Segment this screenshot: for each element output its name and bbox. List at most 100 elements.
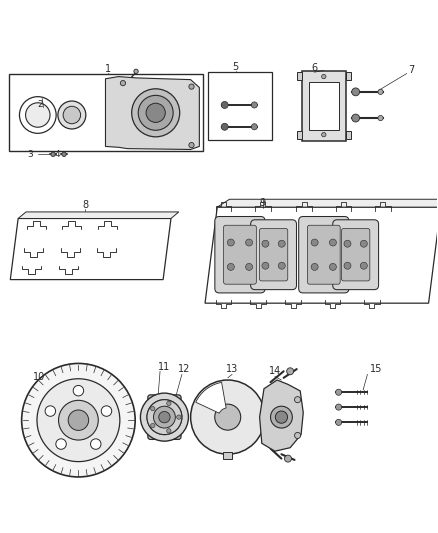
Circle shape [73,385,84,396]
Circle shape [151,423,155,428]
Circle shape [311,263,318,270]
Text: 6: 6 [311,63,317,73]
Bar [9,75,203,151]
Bar [208,72,272,140]
Circle shape [321,133,326,137]
Text: 8: 8 [82,200,88,211]
FancyBboxPatch shape [223,225,256,284]
FancyBboxPatch shape [148,395,181,439]
Circle shape [246,263,253,270]
Circle shape [246,239,253,246]
Circle shape [378,89,383,94]
Circle shape [147,400,182,434]
Text: 12: 12 [178,364,190,374]
Polygon shape [260,380,303,451]
Text: 15: 15 [370,364,382,374]
Bar [297,72,302,80]
Circle shape [311,239,318,246]
Circle shape [262,240,269,247]
Circle shape [191,380,265,454]
Polygon shape [106,77,199,149]
Circle shape [153,406,175,428]
Text: 7: 7 [408,65,414,75]
FancyBboxPatch shape [215,216,265,293]
Circle shape [287,368,293,375]
Circle shape [58,101,86,129]
Circle shape [177,415,181,419]
Circle shape [352,114,360,122]
FancyBboxPatch shape [307,225,340,284]
Circle shape [294,397,300,403]
Circle shape [120,80,126,86]
Polygon shape [205,207,438,303]
Circle shape [189,84,194,89]
Polygon shape [217,199,438,207]
Circle shape [360,262,367,269]
Circle shape [37,379,120,462]
Circle shape [132,89,180,137]
Circle shape [344,240,351,247]
Circle shape [271,406,292,428]
Text: 10: 10 [33,372,45,382]
Circle shape [101,406,112,416]
Circle shape [21,364,135,477]
Circle shape [251,102,258,108]
Circle shape [56,439,66,449]
Circle shape [215,404,241,430]
Circle shape [276,411,288,423]
Text: 3: 3 [28,150,33,159]
Circle shape [336,404,342,410]
Circle shape [378,116,383,120]
Circle shape [167,429,171,433]
Circle shape [294,432,300,439]
Circle shape [63,106,81,124]
Circle shape [68,410,88,431]
Circle shape [321,75,326,79]
Circle shape [278,262,285,269]
Circle shape [51,152,55,157]
Circle shape [278,240,285,247]
Bar [297,131,302,139]
Bar [346,131,351,139]
Circle shape [19,96,56,133]
Polygon shape [11,219,171,280]
Circle shape [336,419,342,425]
Circle shape [138,95,173,130]
Circle shape [352,88,360,96]
Circle shape [167,401,171,406]
Circle shape [221,123,228,130]
Bar [308,82,339,130]
Circle shape [262,262,269,269]
Circle shape [251,124,258,130]
Text: 1: 1 [105,64,111,74]
Bar [346,72,351,80]
Circle shape [329,263,336,270]
Text: 14: 14 [269,366,281,376]
FancyBboxPatch shape [299,216,349,293]
Circle shape [329,239,336,246]
Wedge shape [196,382,226,413]
Bar [302,71,346,141]
Text: 9: 9 [260,198,266,208]
Circle shape [360,240,367,247]
Circle shape [221,101,228,108]
FancyBboxPatch shape [342,229,370,281]
Polygon shape [18,212,179,219]
FancyBboxPatch shape [333,220,378,289]
Text: 4: 4 [55,150,60,159]
Circle shape [59,400,98,440]
FancyBboxPatch shape [251,220,297,289]
Circle shape [62,152,66,157]
Circle shape [141,393,188,441]
Text: 5: 5 [233,61,239,71]
Circle shape [151,407,155,411]
Circle shape [25,103,50,127]
Circle shape [227,239,234,246]
Circle shape [147,400,182,434]
Text: 13: 13 [226,364,238,374]
Circle shape [134,69,138,74]
Circle shape [159,411,170,423]
Text: 2: 2 [37,100,43,109]
Circle shape [91,439,101,449]
Text: 11: 11 [158,362,170,372]
